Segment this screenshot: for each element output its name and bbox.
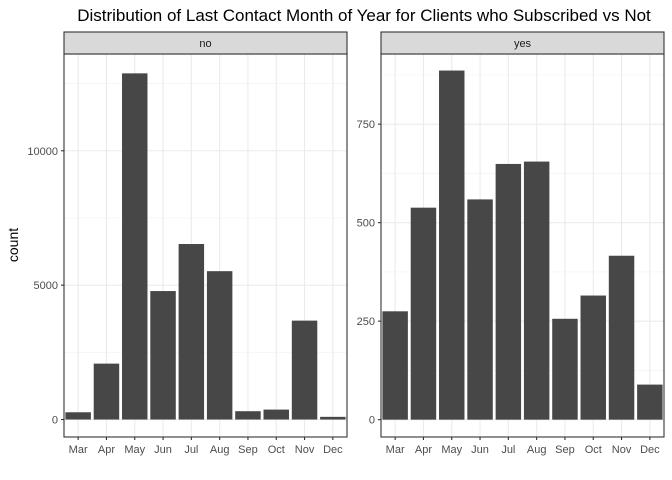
x-tick-label: Mar (386, 444, 405, 456)
chart-title: Distribution of Last Contact Month of Ye… (77, 6, 651, 25)
bar-no-Jul (178, 244, 205, 420)
x-tick-label: Oct (268, 444, 285, 456)
x-tick-label: Jun (154, 444, 172, 456)
bar-yes-May (439, 70, 465, 420)
bar-no-Jun (150, 291, 176, 420)
x-tick-label: Oct (585, 444, 602, 456)
x-tick-label: Sep (555, 444, 575, 456)
y-tick-label: 250 (357, 316, 375, 328)
y-tick-label: 750 (357, 119, 375, 131)
x-tick-label: Mar (69, 444, 88, 456)
bar-no-Nov (291, 320, 318, 420)
y-axis-title: count (5, 228, 21, 262)
x-tick-label: Dec (323, 444, 343, 456)
bar-yes-Apr (410, 207, 437, 420)
bar-yes-Mar (382, 311, 408, 420)
x-tick-label: Apr (98, 444, 115, 456)
bar-yes-Oct (580, 295, 606, 420)
bar-yes-Jun (467, 199, 493, 420)
bar-yes-Sep (552, 318, 578, 420)
x-tick-label: Nov (612, 444, 632, 456)
facet-panel-no: no 0 5000 10000 Mar Apr May Jun Jul Aug Sep Oct Nov D… (27, 31, 348, 456)
x-tick-label: Sep (238, 444, 258, 456)
bar-no-Apr (93, 363, 120, 420)
x-tick-label: Jul (501, 444, 515, 456)
bar-yes-Dec (637, 384, 663, 420)
bar-yes-Jul (495, 163, 522, 420)
x-tick-label: May (441, 444, 462, 456)
bar-no-Mar (65, 412, 91, 420)
x-tick-label: Nov (295, 444, 315, 456)
x-tick-label: Aug (527, 444, 547, 456)
y-tick-label: 5000 (34, 280, 58, 292)
x-tick-label: Jun (471, 444, 489, 456)
x-tick-label: Dec (640, 444, 660, 456)
bar-no-Dec (320, 416, 346, 420)
bar-yes-Aug (523, 161, 550, 420)
facet-strip (63, 31, 348, 55)
x-tick-label: Jul (184, 444, 198, 456)
x-tick-label: May (124, 444, 145, 456)
bar-yes-Nov (608, 255, 635, 420)
facet-panel-yes: yes 0 250 500 750 Mar Apr May Jun Jul Aug Sep Oct Nov… (357, 31, 665, 456)
bar-no-Aug (206, 271, 233, 420)
y-tick-label: 0 (369, 415, 375, 427)
facet-strip-label: no (199, 38, 211, 50)
x-tick-label: Apr (415, 444, 432, 456)
facet-strip (380, 31, 665, 55)
bar-no-May (122, 73, 148, 420)
y-tick-label: 10000 (27, 146, 58, 158)
y-tick-label: 500 (357, 218, 375, 230)
x-tick-label: Aug (210, 444, 230, 456)
y-tick-label: 0 (52, 415, 58, 427)
bar-no-Oct (263, 409, 289, 420)
bar-no-Sep (235, 411, 261, 420)
facet-strip-label: yes (514, 38, 532, 50)
